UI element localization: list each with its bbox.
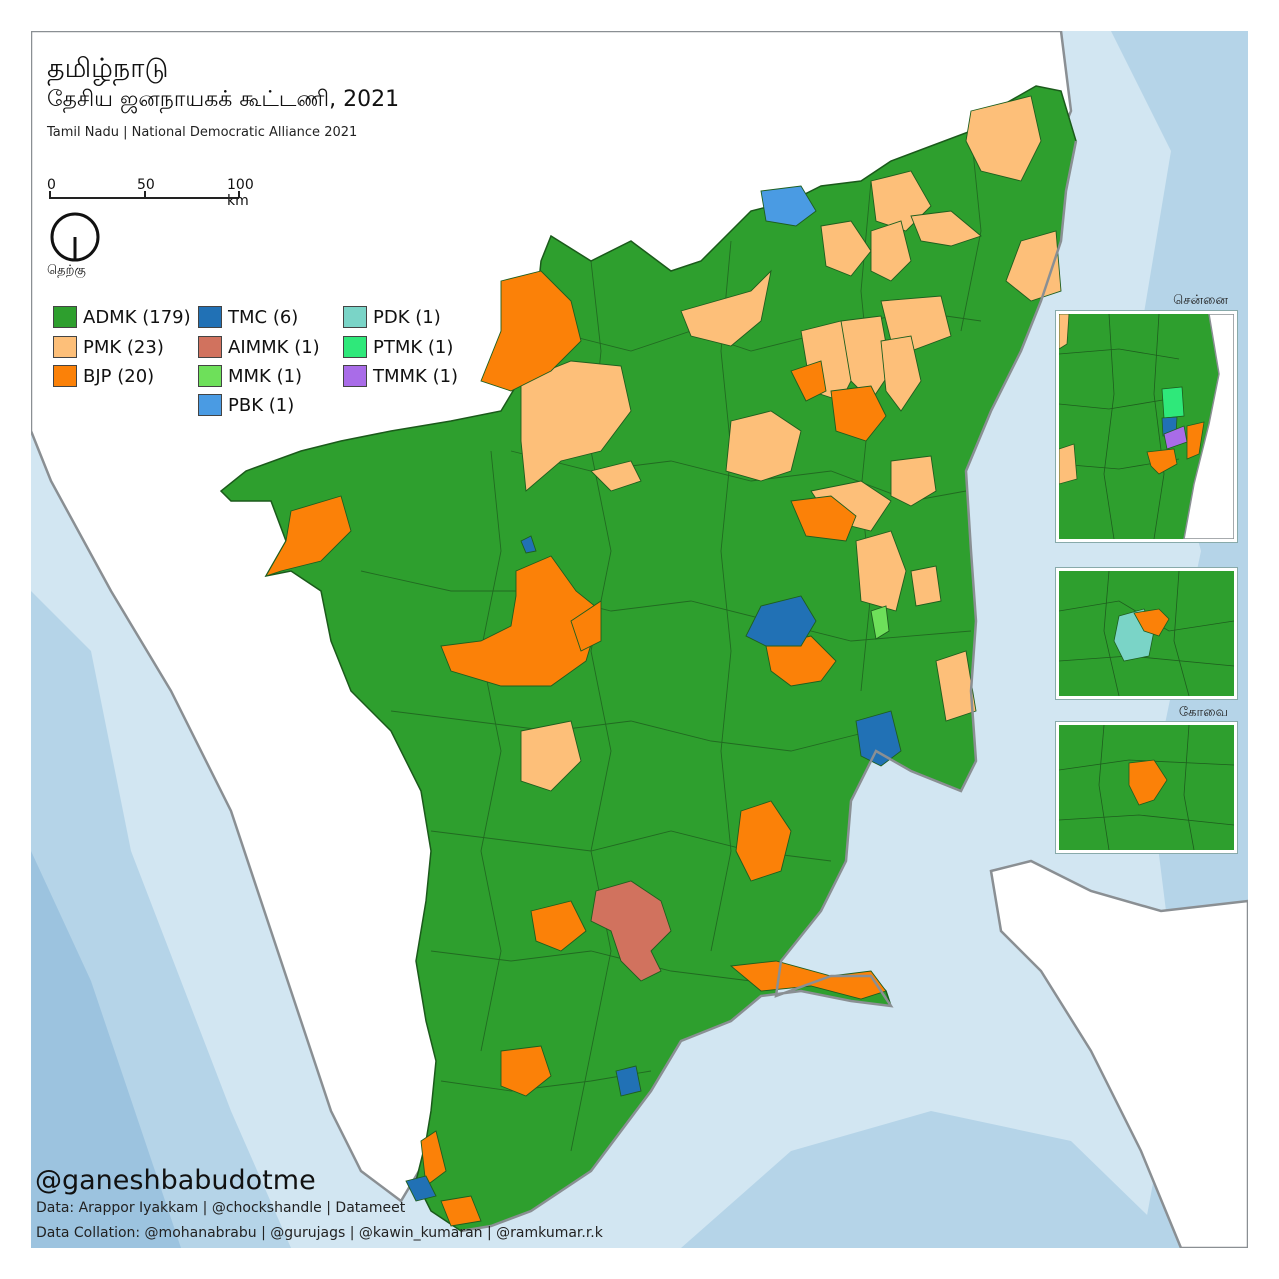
legend-swatch xyxy=(198,365,222,387)
map-subtitle-english: Tamil Nadu | National Democratic Allianc… xyxy=(47,125,358,140)
legend-item-bjp: BJP (20) xyxy=(53,364,154,388)
legend-item-admk: ADMK (179) xyxy=(53,305,191,329)
map-frame: தமிழ்நாடு தேசிய ஜனநாயகக் கூட்டணி, 2021 T… xyxy=(31,31,1248,1248)
legend-label: PDK (1) xyxy=(373,306,441,328)
legend-label: BJP (20) xyxy=(83,365,155,387)
legend-swatch xyxy=(343,365,367,387)
legend-swatch xyxy=(343,336,367,358)
legend-label: ADMK (179) xyxy=(83,306,191,328)
legend: ADMK (179) PMK (23) BJP (20) TMC (6) AIM… xyxy=(53,305,493,425)
legend-item-pmk: PMK (23) xyxy=(53,335,164,359)
inset-map-madurai[interactable] xyxy=(1056,568,1237,699)
tamil-nadu-constituency-map[interactable] xyxy=(31,31,1248,1248)
coastline xyxy=(460,140,1078,1233)
legend-label: AIMMK (1) xyxy=(228,336,320,358)
legend-item-tmc: TMC (6) xyxy=(198,305,298,329)
inset-label-coimbatore: கோவை xyxy=(1178,705,1228,720)
legend-item-mmk: MMK (1) xyxy=(198,364,302,388)
scale-label-50: 50 xyxy=(137,177,155,193)
scale-bar: 0 50 100 km xyxy=(47,177,254,209)
scale-label-100: 100 km xyxy=(227,177,254,209)
inset-map-chennai[interactable] xyxy=(1056,311,1237,542)
legend-swatch xyxy=(343,306,367,328)
legend-item-aimmk: AIMMK (1) xyxy=(198,335,320,359)
legend-swatch xyxy=(198,336,222,358)
legend-label: PBK (1) xyxy=(228,394,295,416)
mmk-constituency[interactable] xyxy=(870,605,890,640)
author-handle: @ganeshbabudotme xyxy=(35,1165,316,1196)
legend-label: TMMK (1) xyxy=(373,365,459,387)
legend-item-ptmk: PTMK (1) xyxy=(343,335,453,359)
scale-label-0: 0 xyxy=(47,177,56,193)
legend-label: PTMK (1) xyxy=(373,336,454,358)
scale-tick xyxy=(144,191,146,198)
sea-deeper-southwest xyxy=(31,851,181,1248)
north-arrow-icon xyxy=(50,212,100,262)
pbk-constituency[interactable] xyxy=(760,185,817,227)
data-collation-credit: Data Collation: @mohanabrabu | @gurujags… xyxy=(36,1225,603,1241)
scale-tick xyxy=(238,191,240,198)
legend-item-pdk: PDK (1) xyxy=(343,305,441,329)
legend-label: MMK (1) xyxy=(228,365,303,387)
data-source-credit: Data: Arappor Iyakkam | @chockshandle | … xyxy=(36,1200,406,1216)
legend-swatch xyxy=(53,365,77,387)
legend-label: PMK (23) xyxy=(83,336,164,358)
scale-tick xyxy=(49,191,51,198)
bjp-constituencies[interactable] xyxy=(265,270,887,1227)
legend-item-pbk: PBK (1) xyxy=(198,393,294,417)
sea-deep-south xyxy=(681,1111,1181,1248)
map-subtitle-tamil: தேசிய ஜனநாயகக் கூட்டணி, 2021 xyxy=(47,87,400,112)
legend-swatch xyxy=(53,306,77,328)
inset-label-chennai: சென்னை xyxy=(1173,293,1228,308)
legend-label: TMC (6) xyxy=(228,306,299,328)
aimmk-constituency[interactable] xyxy=(590,880,672,982)
land-sri-lanka xyxy=(989,859,1248,1248)
inset-map-coimbatore[interactable] xyxy=(1056,722,1237,853)
legend-swatch xyxy=(198,394,222,416)
legend-swatch xyxy=(198,306,222,328)
legend-swatch xyxy=(53,336,77,358)
map-title: தமிழ்நாடு xyxy=(47,53,169,84)
north-arrow-label: தெற்கு xyxy=(47,263,86,278)
legend-item-tmmk: TMMK (1) xyxy=(343,364,458,388)
tmc-constituencies[interactable] xyxy=(405,535,902,1202)
